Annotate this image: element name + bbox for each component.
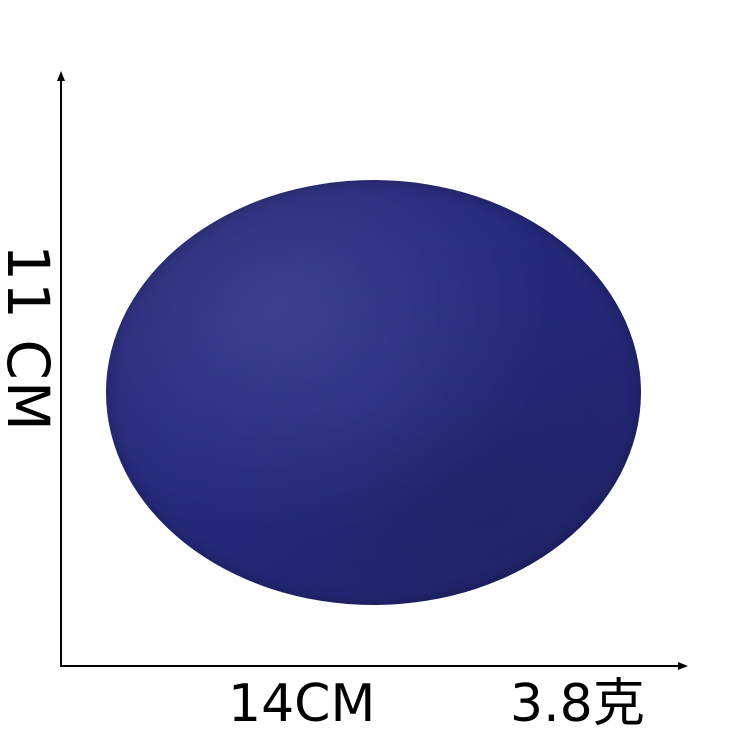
vertical-axis-arrowhead [57,71,65,81]
weight-label: 3.8克 [510,674,645,734]
suede-oval-patch [106,180,641,605]
width-label: 14CM [228,674,376,734]
height-label: 11 CM [0,244,62,432]
horizontal-axis-arrowhead [678,662,688,670]
